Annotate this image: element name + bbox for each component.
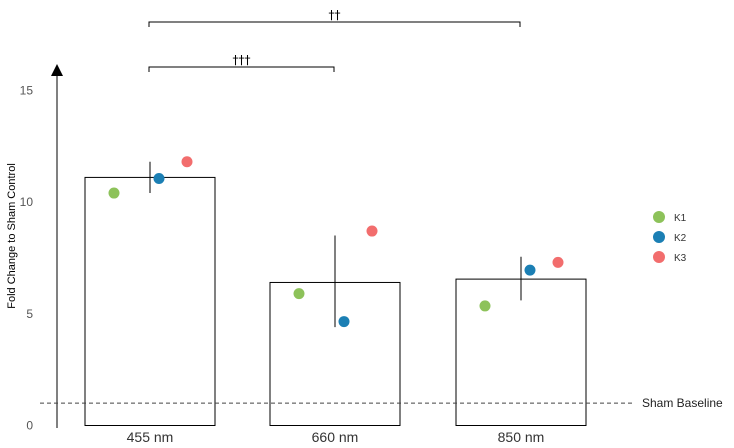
data-point — [293, 288, 305, 300]
x-tick-label: 850 nm — [498, 429, 545, 445]
y-axis-arrow-icon — [51, 64, 63, 76]
data-point — [338, 316, 350, 328]
y-ticks-layer: 0 5 10 15 — [20, 83, 34, 432]
significance-bracket — [148, 21, 521, 27]
axes-layer — [51, 64, 63, 428]
legend-label: K3 — [674, 253, 687, 264]
data-point — [153, 173, 165, 185]
data-point — [479, 300, 491, 312]
significance-label: †† — [329, 8, 341, 22]
sham-baseline-label: Sham Baseline — [642, 396, 723, 410]
bar — [84, 176, 216, 426]
y-tick-label: 15 — [20, 83, 34, 97]
significance-brackets-layer: ††††† — [148, 8, 521, 72]
significance-bracket — [148, 66, 335, 72]
legend: K1 K2 K3 — [653, 211, 687, 264]
legend-label: K1 — [674, 213, 687, 224]
category-labels-layer: 455 nm 660 nm 850 nm — [127, 429, 545, 445]
data-points-layer — [108, 156, 564, 328]
x-tick-label: 455 nm — [127, 429, 174, 445]
legend-label: K2 — [674, 233, 687, 244]
data-point — [181, 156, 193, 168]
y-tick-label: 5 — [26, 307, 33, 321]
data-point — [524, 264, 536, 276]
data-point — [108, 187, 120, 199]
y-axis-title: Fold Change to Sham Control — [6, 163, 18, 309]
data-point — [552, 256, 564, 268]
reference-line-layer: Sham Baseline — [40, 396, 723, 410]
y-tick-label: 0 — [26, 419, 33, 433]
data-point — [366, 225, 378, 237]
legend-marker — [653, 211, 665, 223]
legend-marker — [653, 231, 665, 243]
x-tick-label: 660 nm — [312, 429, 359, 445]
significance-label: ††† — [233, 53, 251, 67]
legend-marker — [653, 251, 665, 263]
error-bars-layer — [149, 161, 522, 328]
y-tick-label: 10 — [20, 195, 34, 209]
